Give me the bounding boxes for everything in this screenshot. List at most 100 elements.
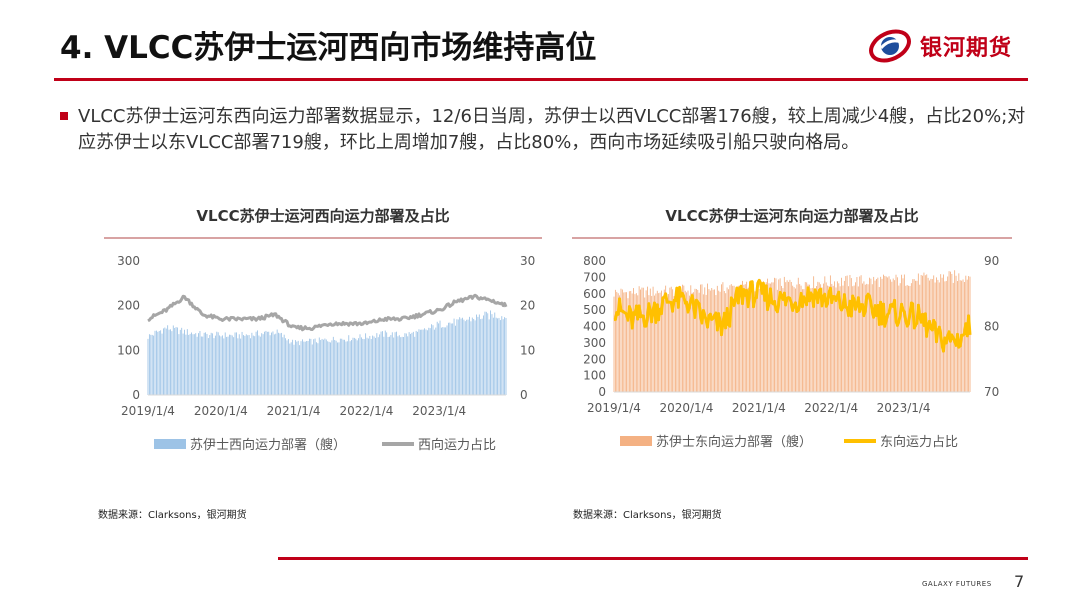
chart-bar [807,284,809,392]
chart-bar [155,330,157,395]
chart-bar [894,280,896,392]
x-tick-label: 2022/1/4 [804,401,858,415]
chart-bar [360,337,362,395]
chart-bar [264,331,265,395]
chart-bar [779,278,781,392]
chart-bar [366,337,368,395]
chart-bar [157,331,159,395]
chart-bar [446,325,448,395]
chart-bar [440,327,442,395]
galaxy-logo: 银河期货 [868,24,1038,68]
east-chart-source: 数据来源：Clarksons，银河期货 [573,510,722,521]
chart-bar [839,286,841,392]
chart-bar [318,337,320,395]
chart-bar [802,289,803,392]
chart-bar [876,279,877,392]
chart-bar [818,282,820,392]
east-chart-plot: 0 100 200 300 400 500 600 700 800 70 80 90 2019/1/4 2… [583,254,999,450]
chart-bar [485,311,487,395]
x-tick-label: 2019/1/4 [121,404,175,418]
chart-bar [765,282,767,392]
chart-bar [429,328,431,395]
chart-bar [732,285,734,392]
chart-bar [382,331,383,395]
chart-bar [673,296,675,392]
chart-bar [280,332,282,395]
chart-bar [811,287,813,392]
chart-bar [733,285,735,392]
chart-bar [186,329,188,395]
chart-bar [806,282,808,392]
chart-bar [292,339,294,395]
chart-bar [715,295,717,392]
chart-bar [289,343,291,395]
chart-bar [683,285,685,392]
chart-bar [803,289,805,392]
chart-bar [450,323,452,395]
chart-bar [856,277,858,392]
chart-bar [498,317,500,395]
chart-bar [342,339,344,395]
chart-bar [259,336,261,395]
chart-bar [307,341,309,395]
chart-bar [362,338,364,395]
chart-bar [707,283,708,392]
chart-bar [901,274,903,392]
west-chart: VLCC苏伊士运河西向运力部署及占比 0 100 200 300 0 10 20 30 2019… [104,205,542,465]
chart-bar [380,331,382,395]
chart-bar [394,332,396,395]
chart-bar [223,338,225,395]
chart-bar [742,280,743,392]
chart-bar [804,282,806,392]
chart-bar [931,279,933,392]
chart-bar [247,335,249,395]
chart-bar [690,285,692,392]
chart-bar [302,339,303,395]
chart-bar [674,290,676,392]
chart-bar [656,290,658,392]
chart-bar [335,340,337,395]
chart-bar [163,328,164,395]
chart-bar [747,287,749,392]
chart-bar [744,284,746,392]
chart-bar [790,281,792,392]
chart-bar [772,282,774,392]
chart-bar [781,285,782,392]
chart-bar [463,319,465,395]
chart-bar [410,333,411,395]
chart-bar [202,336,204,395]
chart-bar [384,330,386,395]
chart-bar [762,281,764,392]
chart-bar [792,285,794,392]
chart-bar [448,322,449,395]
chart-bar [775,278,777,392]
chart-bar [767,278,769,392]
footer-divider [278,557,1028,560]
chart-bar [621,289,623,392]
chart-bar [370,339,372,395]
chart-bar [164,327,166,395]
chart-bar [871,284,873,392]
chart-bar [645,290,647,392]
chart-bar [628,291,630,392]
chart-bar [153,335,155,395]
chart-bar [369,335,371,395]
chart-bar [175,327,177,395]
chart-bar [817,281,819,392]
chart-bar [476,314,477,395]
chart-bar [415,330,417,395]
chart-bar [339,338,341,395]
chart-bar [938,282,940,392]
chart-bar [902,278,904,392]
chart-bar [697,289,699,392]
chart-bar [300,341,302,395]
chart-bar [748,281,750,392]
chart-bar [375,337,376,395]
chart-bar [304,341,306,395]
chart-bar [174,327,176,395]
chart-bar [196,336,198,395]
chart-bar [221,335,223,395]
chart-bar [412,331,414,395]
chart-bar [613,296,615,392]
chart-bar [681,284,683,392]
